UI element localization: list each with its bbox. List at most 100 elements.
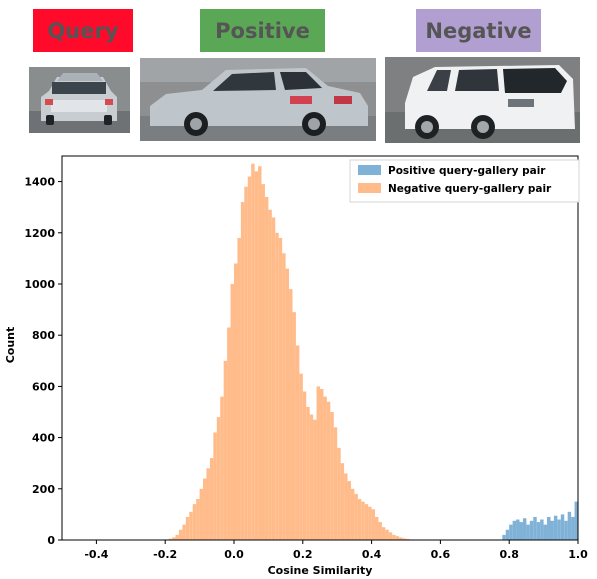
negative-bar (299, 373, 303, 540)
positive-bar (533, 516, 537, 540)
query-car-photo (29, 67, 130, 133)
legend-swatch-positive (358, 165, 381, 175)
y-tick-label: 200 (32, 483, 55, 496)
negative-bar (333, 427, 338, 540)
positive-bar (516, 519, 520, 540)
y-tick-label: 1200 (24, 227, 55, 240)
negative-bar (247, 176, 252, 541)
negative-bar (220, 396, 224, 540)
negative-bar (388, 532, 393, 540)
negative-bar (323, 396, 327, 540)
positive-bar (502, 534, 506, 540)
positive-car-photo (140, 58, 376, 141)
negative-bar (395, 536, 400, 540)
positive-bar (567, 511, 572, 540)
negative-bar (264, 196, 269, 540)
legend: Positive query-gallery pair Negative que… (349, 159, 580, 203)
positive-bar (526, 524, 530, 540)
y-tick-label: 1400 (24, 176, 55, 189)
negative-bar (381, 527, 386, 540)
negative-bar (278, 237, 283, 541)
negative-bar (378, 522, 382, 540)
y-tick-label: 0 (47, 534, 55, 547)
negative-bar (350, 488, 355, 540)
negative-bar (385, 529, 389, 540)
x-tick-label: 1.0 (568, 548, 588, 561)
negative-bar (406, 538, 410, 540)
legend-swatch-negative (358, 183, 381, 193)
negative-bar (361, 501, 365, 540)
positive-bar (574, 501, 578, 540)
plot-frame (61, 155, 579, 541)
negative-bar (234, 263, 238, 540)
negative-bar (227, 327, 231, 540)
negative-bar (364, 504, 369, 540)
y-tick-label: 400 (32, 432, 55, 445)
positive-bar (547, 516, 551, 540)
negative-bar (295, 345, 300, 540)
negative-bar (285, 268, 290, 540)
negative-label: Negative (416, 9, 541, 52)
negative-bar (357, 499, 362, 540)
positive-bar (550, 520, 554, 540)
negative-bar (271, 217, 276, 540)
negative-bar (309, 414, 314, 540)
negative-bar (330, 412, 334, 540)
negative-bar (302, 391, 307, 540)
negative-bar (344, 473, 348, 540)
y-axis-label: Count (4, 327, 17, 364)
negative-bar (223, 360, 228, 540)
legend-frame (349, 159, 580, 203)
negative-bar (402, 538, 406, 540)
negative-bar (182, 524, 186, 540)
x-axis: -0.4 -0.2 0.0 0.2 0.4 0.6 0.8 1.0 (84, 540, 588, 561)
x-tick-label: -0.2 (153, 548, 177, 561)
negative-bar (282, 253, 286, 540)
positive-bar (529, 520, 534, 540)
positive-bar (536, 522, 541, 540)
negative-bar (209, 458, 214, 540)
query-label: Query (33, 9, 133, 52)
negative-bar (340, 463, 345, 540)
y-tick-label: 800 (32, 329, 55, 342)
negative-bar (240, 202, 245, 540)
negative-bar (189, 511, 193, 540)
x-tick-label: 0.4 (362, 548, 382, 561)
positive-bar (505, 529, 510, 540)
negative-bar (237, 237, 241, 541)
y-tick-label: 1000 (24, 278, 55, 291)
negative-bar (354, 493, 358, 540)
positive-bar (540, 519, 544, 540)
histogram-bars (165, 163, 578, 541)
legend-label-positive: Positive query-gallery pair (388, 165, 546, 177)
negative-bar (368, 506, 372, 540)
negative-bar (313, 419, 317, 540)
positive-bar (553, 515, 558, 540)
negative-bar (258, 166, 262, 541)
legend-label-negative: Negative query-gallery pair (388, 183, 552, 195)
negative-bar (199, 488, 204, 540)
negative-bar (206, 468, 210, 540)
x-tick-label: 0.6 (431, 548, 451, 561)
negative-bar (175, 534, 179, 540)
x-tick-label: 0.8 (499, 548, 519, 561)
y-tick-label: 600 (32, 380, 55, 393)
positive-bar (512, 520, 517, 540)
negative-suv-photo (385, 57, 580, 143)
negative-bar (261, 184, 265, 540)
positive-label: Positive (200, 9, 325, 52)
x-tick-label: 0.0 (224, 548, 244, 561)
negative-bar (192, 504, 197, 540)
negative-bar (196, 499, 200, 540)
positive-bar (571, 516, 575, 540)
negative-bar (168, 538, 173, 540)
negative-bar (347, 481, 351, 540)
negative-bar (230, 284, 234, 540)
negative-bar (251, 163, 255, 540)
y-axis: 0 200 400 600 800 1000 1200 1400 (24, 176, 62, 547)
x-axis-label: Cosine Similarity (268, 564, 373, 577)
negative-bar (292, 312, 296, 540)
negative-bar (392, 534, 396, 540)
negative-bar (275, 232, 279, 541)
negative-bar (289, 289, 293, 540)
